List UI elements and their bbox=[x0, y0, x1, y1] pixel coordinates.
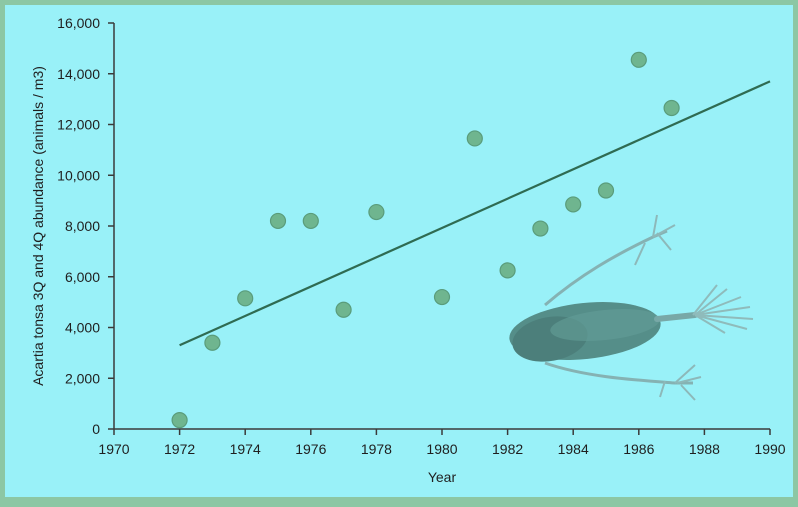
y-tick-label: 6,000 bbox=[65, 269, 100, 285]
x-tick-label: 1990 bbox=[754, 441, 785, 457]
y-axis-title: Acartia tonsa 3Q and 4Q abundance (anima… bbox=[30, 66, 46, 386]
data-point bbox=[630, 51, 647, 68]
data-point bbox=[171, 412, 188, 429]
trendline bbox=[179, 80, 771, 347]
x-tick-label: 1982 bbox=[492, 441, 523, 457]
copepod-image bbox=[509, 214, 754, 401]
data-point bbox=[269, 212, 287, 230]
x-tick-label: 1986 bbox=[623, 441, 654, 457]
y-tick-label: 2,000 bbox=[65, 370, 100, 386]
y-tick-label: 4,000 bbox=[65, 320, 100, 336]
data-point bbox=[565, 196, 582, 213]
data-point bbox=[597, 182, 615, 199]
y-ticks: 0 2,000 4,000 6,000 8,000 10,000 12,000 14,000 1… bbox=[57, 15, 114, 437]
data-point bbox=[302, 212, 319, 230]
x-tick-label: 1980 bbox=[426, 441, 457, 457]
data-point bbox=[466, 130, 483, 147]
data-point bbox=[663, 99, 680, 117]
data-points bbox=[171, 51, 680, 429]
y-tick-label: 0 bbox=[92, 421, 100, 437]
data-point bbox=[368, 203, 385, 221]
data-point bbox=[532, 220, 549, 237]
x-tick-label: 1972 bbox=[164, 441, 195, 457]
data-point bbox=[499, 262, 516, 279]
x-tick-label: 1988 bbox=[689, 441, 720, 457]
y-tick-label: 10,000 bbox=[57, 167, 100, 183]
x-tick-label: 1978 bbox=[361, 441, 392, 457]
x-tick-label: 1974 bbox=[230, 441, 261, 457]
x-tick-label: 1976 bbox=[295, 441, 326, 457]
y-tick-label: 12,000 bbox=[57, 117, 100, 133]
y-tick-label: 16,000 bbox=[57, 15, 100, 31]
data-point bbox=[335, 301, 352, 318]
x-tick-label: 1970 bbox=[98, 441, 129, 457]
x-tick-label: 1984 bbox=[558, 441, 589, 457]
y-tick-label: 8,000 bbox=[65, 218, 100, 234]
x-axis-title: Year bbox=[428, 469, 457, 485]
data-point bbox=[433, 288, 451, 306]
data-point bbox=[237, 290, 254, 307]
y-tick-label: 14,000 bbox=[57, 66, 100, 82]
data-point bbox=[204, 334, 221, 351]
scatter-chart: 0 2,000 4,000 6,000 8,000 10,000 12,000 14,000 1… bbox=[30, 15, 786, 485]
x-ticks: 1970 1972 1974 1976 1978 1980 1982 1984 1986 1988… bbox=[98, 429, 786, 457]
